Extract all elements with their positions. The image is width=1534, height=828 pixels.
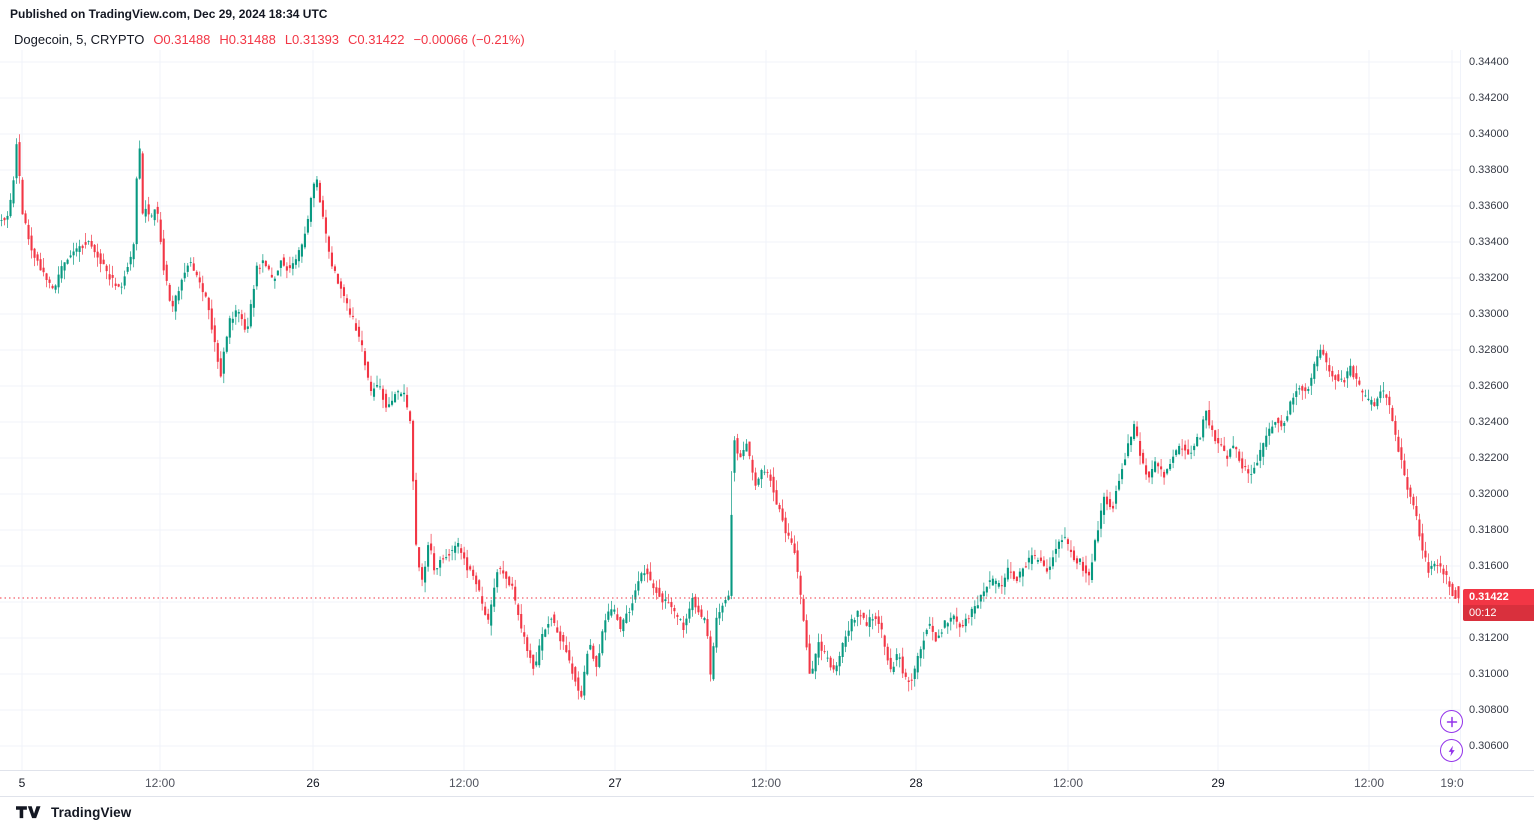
lightning-button[interactable] bbox=[1440, 739, 1463, 762]
price-axis-label: 0.33000 bbox=[1469, 308, 1509, 320]
price-axis-label: 0.34000 bbox=[1469, 128, 1509, 140]
price-axis-label: 0.30600 bbox=[1469, 740, 1509, 752]
price-axis-label: 0.32200 bbox=[1469, 452, 1509, 464]
tradingview-logo-icon bbox=[16, 805, 41, 818]
time-axis-label: 5 bbox=[18, 776, 26, 790]
price-axis-label: 0.34400 bbox=[1469, 56, 1509, 68]
price-axis-label: 0.32600 bbox=[1469, 380, 1509, 392]
current-price-badge: 0.31422 00:12 bbox=[1463, 589, 1534, 622]
plus-button[interactable] bbox=[1440, 710, 1463, 733]
price-axis-label: 0.33600 bbox=[1469, 200, 1509, 212]
time-axis-label: 27 bbox=[608, 776, 622, 790]
price-axis-label: 0.32800 bbox=[1469, 344, 1509, 356]
footer: TradingView bbox=[0, 796, 1534, 827]
time-axis-label: 28 bbox=[909, 776, 923, 790]
time-axis-label: 29 bbox=[1211, 776, 1225, 790]
time-axis[interactable]: 5 12:00 26 12:00 27 12:00 28 12:00 29 12:00 19:0 bbox=[0, 770, 1534, 796]
grid-layer bbox=[0, 50, 1460, 770]
price-axis-label: 0.33400 bbox=[1469, 236, 1509, 248]
plus-icon bbox=[1446, 716, 1457, 727]
publish-header: Published on TradingView.com, Dec 29, 20… bbox=[0, 0, 1534, 28]
legend-change: −0.00066 (−0.21%) bbox=[413, 31, 525, 47]
price-axis-label: 0.31000 bbox=[1469, 668, 1509, 680]
watermark-buttons bbox=[1440, 710, 1463, 762]
time-axis-label: 12:00 bbox=[144, 776, 176, 790]
publish-text: Published on TradingView.com, Dec 29, 20… bbox=[10, 7, 328, 21]
time-axis-label: 12:00 bbox=[1052, 776, 1084, 790]
time-axis-label: 26 bbox=[306, 776, 320, 790]
brand-name: TradingView bbox=[51, 804, 132, 820]
time-axis-label: 12:00 bbox=[448, 776, 480, 790]
legend-open: O0.31488 bbox=[153, 31, 211, 47]
current-price-value: 0.31422 bbox=[1469, 591, 1509, 604]
chart-legend: Dogecoin, 5, CRYPTO O0.31488 H0.31488 L0… bbox=[0, 28, 1534, 50]
legend-low: L0.31393 bbox=[284, 31, 340, 47]
price-axis-label: 0.33200 bbox=[1469, 272, 1509, 284]
time-axis-label: 12:00 bbox=[1353, 776, 1385, 790]
price-axis[interactable]: 0.31422 00:12 0.34400 0.34200 0.34000 0.338… bbox=[1460, 50, 1534, 770]
price-axis-label: 0.33800 bbox=[1469, 164, 1509, 176]
lightning-icon bbox=[1448, 745, 1455, 756]
price-axis-label: 0.32000 bbox=[1469, 488, 1509, 500]
price-axis-label: 0.31800 bbox=[1469, 524, 1509, 536]
price-axis-label: 0.30800 bbox=[1469, 704, 1509, 716]
price-axis-label: 0.32400 bbox=[1469, 416, 1509, 428]
legend-high: H0.31488 bbox=[219, 31, 276, 47]
price-axis-label: 0.34200 bbox=[1469, 92, 1509, 104]
legend-close: C0.31422 bbox=[348, 31, 405, 47]
candlestick-chart[interactable] bbox=[0, 50, 1460, 770]
time-axis-label: 12:00 bbox=[750, 776, 782, 790]
price-axis-label: 0.31600 bbox=[1469, 560, 1509, 572]
price-axis-label: 0.31200 bbox=[1469, 632, 1509, 644]
symbol-title[interactable]: Dogecoin, 5, CRYPTO bbox=[14, 31, 145, 47]
candles-layer bbox=[0, 134, 1460, 700]
chart-area: 0.31422 00:12 0.34400 0.34200 0.34000 0.338… bbox=[0, 50, 1534, 770]
bar-countdown: 00:12 bbox=[1463, 605, 1534, 622]
time-axis-label: 19:0 bbox=[1440, 776, 1464, 790]
